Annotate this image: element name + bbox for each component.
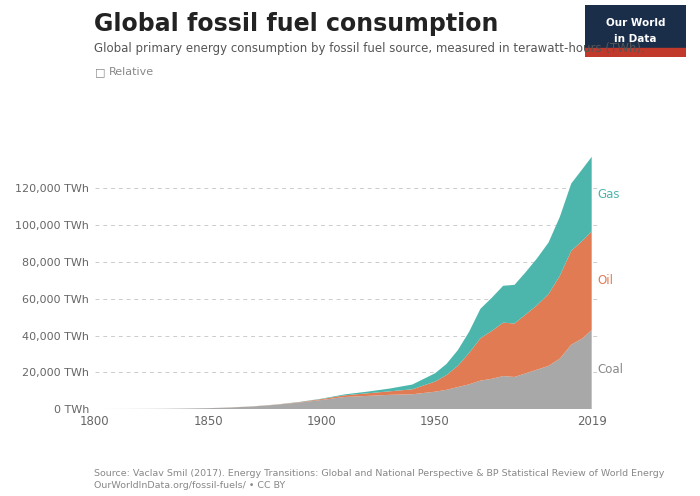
- Text: Global fossil fuel consumption: Global fossil fuel consumption: [94, 12, 499, 36]
- Text: Relative: Relative: [108, 67, 153, 77]
- Text: Oil: Oil: [597, 274, 613, 287]
- Text: Global primary energy consumption by fossil fuel source, measured in terawatt-ho: Global primary energy consumption by fos…: [94, 42, 645, 55]
- Text: in Data: in Data: [614, 34, 657, 44]
- Text: Coal: Coal: [597, 363, 624, 376]
- Text: Our World: Our World: [606, 18, 665, 28]
- Text: Source: Vaclav Smil (2017). Energy Transitions: Global and National Perspective : Source: Vaclav Smil (2017). Energy Trans…: [94, 469, 665, 490]
- Text: □: □: [94, 67, 105, 77]
- Text: Gas: Gas: [597, 187, 620, 200]
- Bar: [584, 48, 686, 57]
